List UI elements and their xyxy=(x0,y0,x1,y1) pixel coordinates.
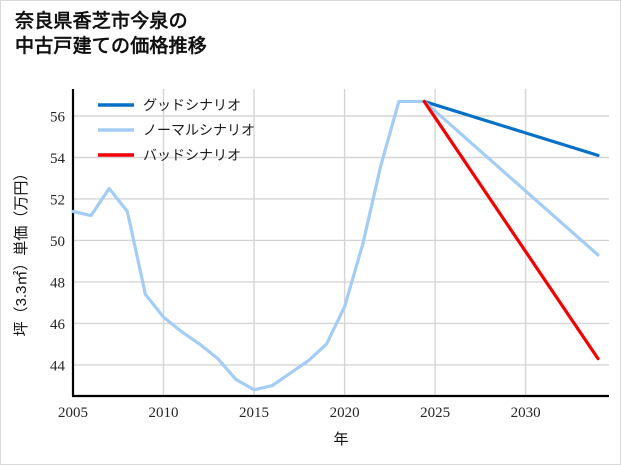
page-title: 奈良県香芝市今泉の 中古戸建ての価格推移 xyxy=(15,9,207,59)
y-tick-labels: 44 46 48 50 52 54 56 xyxy=(50,110,66,375)
data-series xyxy=(71,99,600,392)
y-tick-label: 52 xyxy=(50,192,65,208)
title-line-2: 中古戸建ての価格推移 xyxy=(15,36,208,57)
x-tick-labels: 2005 2010 2015 2020 2025 2030 xyxy=(58,405,541,421)
y-tick-label: 46 xyxy=(50,317,66,333)
y-tick-label: 56 xyxy=(50,110,66,126)
legend-label: バッドシナリオ xyxy=(143,147,241,163)
y-axis-title: 坪（3.3㎡）単価（万円） xyxy=(13,166,30,337)
series-line xyxy=(422,99,600,257)
series-line xyxy=(422,99,600,361)
series-line xyxy=(422,99,600,157)
x-tick-label: 2020 xyxy=(330,405,360,421)
x-tick-label: 2015 xyxy=(239,405,269,421)
y-tick-label: 50 xyxy=(50,234,65,250)
axis-spines xyxy=(71,89,609,398)
legend-label: グッドシナリオ xyxy=(143,97,241,113)
y-tick-label: 54 xyxy=(50,151,66,167)
x-tick-label: 2005 xyxy=(58,405,88,421)
x-axis-title: 年 xyxy=(333,431,348,448)
x-tick-label: 2030 xyxy=(511,405,541,421)
y-tick-label: 44 xyxy=(50,358,66,374)
x-tick-label: 2010 xyxy=(149,405,179,421)
x-tick-label: 2025 xyxy=(420,405,450,421)
series-line xyxy=(71,99,426,392)
title-line-1: 奈良県香芝市今泉の xyxy=(15,11,188,32)
y-tick-label: 48 xyxy=(50,275,65,291)
legend-label: ノーマルシナリオ xyxy=(143,122,255,138)
